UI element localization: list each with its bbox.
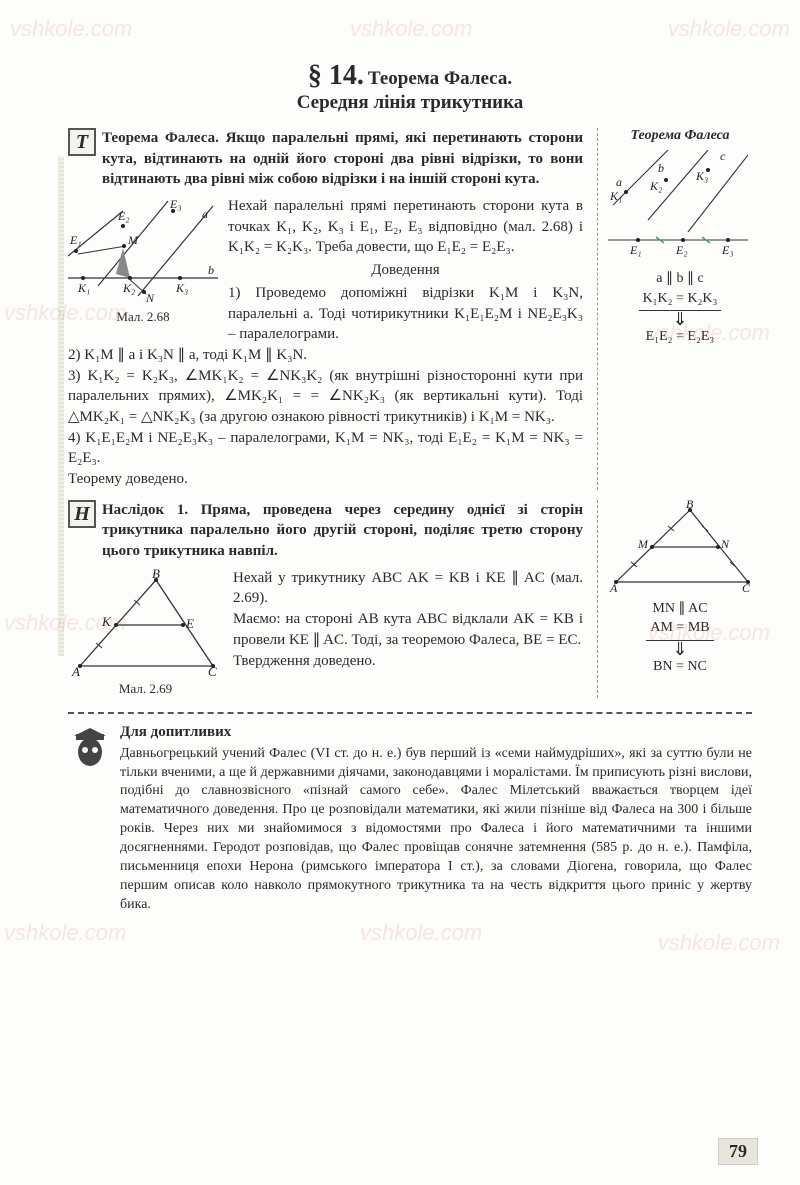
proof-step-3: 3) K₁K₂ = K₂K₃, ∠MK₁K₂ = ∠NK₃K₂ (як внут…	[68, 366, 583, 428]
proof-step-1: 1) Проведемо допоміжні відрізки K₁M і K₃…	[228, 283, 583, 345]
svg-text:C: C	[742, 581, 751, 595]
curious-text: Давньогрецький учений Фалес (VI ст. до н…	[120, 745, 752, 915]
corollary-body-2: Маємо: на стороні AB кута ABC відклали A…	[233, 609, 583, 650]
section-number: § 14.	[308, 60, 364, 91]
corollary-statement: Наслідок 1. Пряма, проведена через серед…	[102, 502, 583, 559]
side-figure-thales: aK₁ b K₂ c K₃ E₁ E₂ E₃	[608, 150, 748, 265]
side-title-thales: Теорема Фалеса	[608, 128, 752, 144]
svg-text:E₃: E₃	[169, 197, 182, 211]
svg-text:E₂: E₂	[117, 209, 130, 223]
svg-text:C: C	[208, 664, 217, 678]
figure-caption-269: Мал. 2.69	[68, 680, 223, 698]
side2-parallel: MN ∥ AC	[608, 599, 752, 619]
svg-text:B: B	[686, 500, 694, 511]
svg-text:K₃: K₃	[175, 281, 188, 295]
svg-text:A: A	[609, 581, 618, 595]
svg-text:N: N	[145, 291, 155, 305]
svg-text:E₁: E₁	[629, 243, 642, 257]
side-figure-triangle: A B C M N	[608, 500, 753, 595]
page-number: 79	[718, 1138, 758, 1165]
svg-text:M: M	[127, 233, 139, 247]
arrow-down-icon: ⇓	[608, 641, 752, 657]
figure-caption-268: Мал. 2.68	[68, 308, 218, 326]
figure-2-68: E₁ E₂ E₃ a K₁ K₂ K₃ b M N М	[68, 196, 218, 345]
svg-text:a: a	[616, 175, 622, 189]
side2-am-eq: AM = MB	[646, 618, 713, 641]
side2-bn-eq: BN = NC	[608, 657, 752, 677]
side-math-k-eq: K₁K₂ = K₂K₃	[639, 289, 722, 312]
curious-heading: Для допитливих	[120, 724, 752, 741]
svg-text:K: K	[101, 614, 112, 629]
svg-text:c: c	[720, 150, 726, 163]
svg-text:M: M	[637, 537, 649, 551]
theorem-statement: Теорема Фалеса. Якщо паралельні прямі, я…	[102, 130, 583, 187]
svg-text:b: b	[658, 161, 664, 175]
svg-text:A: A	[71, 664, 80, 678]
svg-text:E₁: E₁	[69, 233, 82, 247]
svg-text:B: B	[152, 568, 160, 581]
proof-step-2: 2) K₁M ∥ a і K₃N ∥ a, тоді K₁M ∥ K₃N.	[68, 345, 583, 366]
scholar-icon	[68, 724, 112, 915]
theorem-icon: Т	[68, 128, 96, 156]
svg-text:K₂: K₂	[122, 281, 135, 295]
theorem-intro: Нехай паралельні прямі перетинають сторо…	[228, 196, 583, 258]
svg-text:N: N	[720, 537, 730, 551]
svg-text:K₂: K₂	[649, 179, 662, 193]
arrow-down-icon: ⇓	[608, 311, 752, 327]
corollary-body-1: Нехай у трикутнику ABC AK = KB і KE ∥ AC…	[233, 568, 583, 609]
figure-2-69: A B C K E Мал. 2.69	[68, 568, 223, 698]
svg-text:K₃: K₃	[695, 169, 708, 183]
proof-conclusion: Теорему доведено.	[68, 469, 583, 490]
svg-text:K₁: K₁	[609, 189, 622, 203]
section-title: § 14. Теорема Фалеса. Середня лінія трик…	[68, 60, 752, 114]
side-math-parallel: a ∥ b ∥ c	[608, 269, 752, 289]
title-line1: Теорема Фалеса.	[368, 68, 512, 89]
corollary-icon: Н	[68, 500, 96, 528]
proof-label: Доведення	[228, 260, 583, 281]
svg-text:K₁: K₁	[77, 281, 90, 295]
corollary-conclusion: Твердження доведено.	[233, 651, 583, 672]
svg-text:b: b	[208, 263, 214, 277]
svg-text:E: E	[185, 616, 194, 631]
svg-text:E₂: E₂	[675, 243, 688, 257]
divider	[68, 712, 752, 714]
svg-text:a: a	[202, 207, 208, 221]
title-line2: Середня лінія трикутника	[297, 92, 524, 113]
side-math-e-eq: E₁E₂ = E₂E₃	[608, 327, 752, 347]
proof-step-4: 4) K₁E₁E₂M і NE₂E₃K₃ – паралелограми, K₁…	[68, 428, 583, 469]
svg-text:E₃: E₃	[721, 243, 734, 257]
